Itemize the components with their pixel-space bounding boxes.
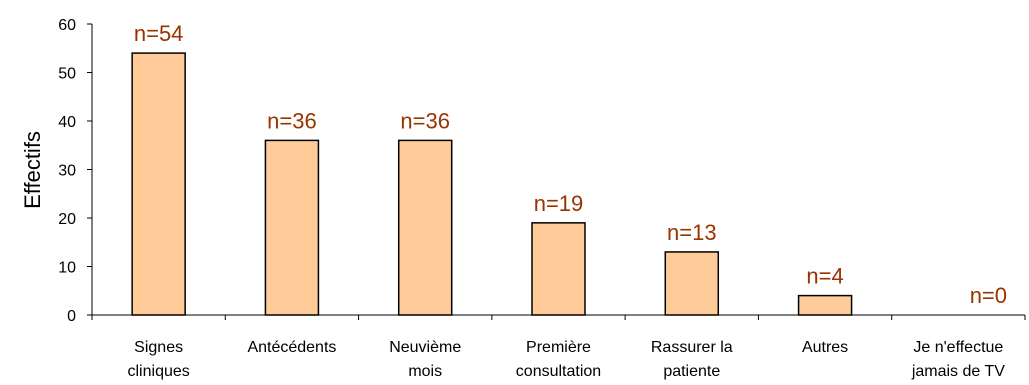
y-tick-label: 50	[58, 66, 76, 83]
y-axis-ticks: 0 10 20 30 40 50 60	[58, 17, 92, 325]
category-label: Je n'effectue jamais de TV	[911, 339, 1005, 380]
y-tick-label: 10	[58, 260, 76, 277]
y-tick-label: 40	[58, 114, 76, 131]
data-label: n=13	[667, 220, 717, 245]
data-label: n=0	[970, 283, 1007, 308]
y-axis-title: Effectifs	[20, 131, 45, 209]
bars	[131, 52, 853, 316]
category-label: Antécédents	[247, 339, 336, 356]
y-tick-label: 30	[58, 163, 76, 180]
bar	[131, 52, 186, 316]
bar	[797, 294, 853, 316]
bar	[664, 251, 720, 316]
y-tick-label: 60	[58, 17, 76, 34]
data-label: n=4	[806, 264, 843, 289]
bar	[264, 139, 320, 316]
data-label: n=36	[400, 108, 450, 133]
data-label: n=36	[267, 108, 317, 133]
data-label: n=54	[134, 21, 184, 46]
bar	[397, 139, 453, 316]
category-label: Première consultation	[516, 339, 601, 380]
category-label: Signes cliniques	[128, 339, 190, 380]
category-label: Autres	[802, 339, 848, 356]
category-labels: Signes cliniques Antécédents Neuvième mois Pr…	[128, 339, 1006, 380]
bar	[531, 222, 586, 316]
data-label: n=19	[534, 191, 584, 216]
category-label: Rassurer la patiente	[651, 339, 733, 380]
category-label: Neuvième mois	[389, 339, 461, 380]
y-tick-label: 20	[58, 211, 76, 228]
y-tick-label: 0	[67, 308, 76, 325]
data-labels: n=54 n=36 n=36 n=19 n=13 n=4 n=0	[134, 21, 1007, 308]
